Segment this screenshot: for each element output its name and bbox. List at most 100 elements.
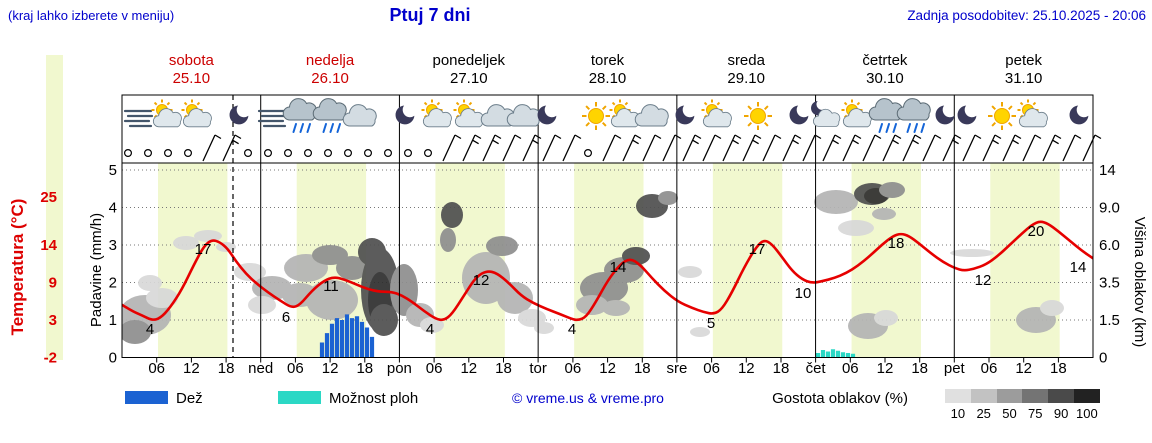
density-value: 75: [1028, 406, 1043, 421]
svg-text:2: 2: [109, 275, 117, 292]
svg-text:18: 18: [1050, 360, 1067, 377]
svg-text:18: 18: [773, 360, 790, 377]
partly-weather-icon: [453, 99, 484, 128]
wind-barb-icon: [462, 134, 476, 162]
svg-text:5: 5: [109, 162, 117, 179]
calm-wind-icon: [144, 149, 153, 158]
cloud-cover-shading: [122, 182, 1064, 344]
fog-weather-icon: [257, 109, 288, 128]
svg-text:12: 12: [473, 272, 490, 289]
moon-weather-icon: [229, 105, 249, 125]
moon-weather-icon: [789, 105, 809, 125]
svg-text:4: 4: [109, 200, 117, 217]
wind-barb-icon: [642, 134, 656, 162]
partly-weather-icon: [151, 99, 182, 128]
svg-text:5: 5: [707, 315, 715, 332]
day-header-četrtek: četrtek 30.10: [820, 52, 950, 88]
svg-text:4: 4: [568, 321, 576, 338]
wind-barbs-row: [123, 134, 1102, 162]
wind-barb-icon: [882, 134, 896, 162]
cloud-density-legend-label: Gostota oblakov (%): [772, 390, 908, 407]
svg-text:12: 12: [975, 272, 992, 289]
sunny-weather-icon: [744, 102, 772, 130]
partly-weather-icon: [609, 99, 640, 128]
moon-weather-icon: [537, 105, 557, 125]
calm-wind-icon: [184, 149, 193, 158]
svg-text:čet: čet: [806, 360, 827, 377]
svg-text:06: 06: [842, 360, 859, 377]
weather-icons-row: [123, 98, 1089, 133]
wind-barb-icon: [862, 134, 876, 162]
density-swatch: [1073, 389, 1100, 403]
precipitation-axis-title: Padavine (mm/h): [88, 212, 105, 328]
moon-weather-icon: [675, 105, 695, 125]
svg-text:10: 10: [795, 285, 812, 302]
wind-barb-icon: [742, 134, 756, 162]
wind-barb-icon: [482, 134, 496, 162]
svg-text:06: 06: [287, 360, 304, 377]
fog-weather-icon: [123, 109, 154, 128]
wind-barb-icon: [1082, 134, 1096, 162]
svg-text:pet: pet: [944, 360, 966, 377]
wind-barb-icon: [522, 134, 536, 162]
svg-text:3: 3: [49, 312, 57, 329]
wind-barb-icon: [502, 134, 516, 162]
svg-text:18: 18: [634, 360, 651, 377]
wind-barb-icon: [602, 134, 616, 162]
calm-wind-icon: [164, 149, 173, 158]
svg-text:3: 3: [109, 237, 117, 254]
mooncloud-weather-icon: [811, 101, 841, 127]
copyright-link[interactable]: © vreme.us & vreme.pro: [512, 390, 664, 406]
sunny-weather-icon: [988, 102, 1016, 130]
wind-barb-icon: [622, 134, 636, 162]
rain-weather-icon: [282, 98, 317, 133]
svg-text:3.5: 3.5: [1099, 275, 1120, 292]
svg-text:9: 9: [49, 275, 57, 292]
calm-wind-icon: [264, 149, 273, 158]
density-value: 100: [1076, 406, 1098, 421]
svg-text:18: 18: [218, 360, 235, 377]
svg-text:14: 14: [610, 259, 627, 276]
cloud-height-axis-title: Višina oblakov (km): [1131, 216, 1148, 348]
calm-wind-icon: [284, 149, 293, 158]
day-name: četrtek: [862, 52, 908, 69]
day-date: 30.10: [866, 70, 904, 87]
svg-text:9.0: 9.0: [1099, 200, 1120, 217]
day-header-torek: torek 28.10: [543, 52, 673, 88]
svg-text:sre: sre: [666, 360, 687, 377]
svg-text:14: 14: [1099, 162, 1116, 179]
moon-weather-icon: [395, 105, 415, 125]
temperature-axis-title: Temperatura (°C): [8, 198, 27, 336]
calm-wind-icon: [123, 149, 132, 158]
day-header-nedelja: nedelja 26.10: [265, 52, 395, 88]
page-title: Ptuj 7 dni: [389, 5, 471, 25]
svg-text:06: 06: [981, 360, 998, 377]
svg-text:17: 17: [195, 241, 212, 258]
svg-text:17: 17: [749, 241, 766, 258]
wind-barb-icon: [722, 134, 736, 162]
svg-text:18: 18: [495, 360, 512, 377]
day-date: 31.10: [1004, 70, 1043, 87]
day-header-petek: petek 31.10: [959, 52, 1089, 88]
calm-wind-icon: [304, 149, 313, 158]
wind-barb-icon: [202, 134, 216, 162]
svg-text:11: 11: [323, 278, 339, 295]
wind-barb-icon: [982, 134, 996, 162]
svg-text:0: 0: [109, 350, 117, 367]
wind-barb-icon: [222, 134, 236, 162]
partly-weather-icon: [701, 99, 732, 128]
svg-text:25: 25: [40, 189, 57, 206]
svg-text:12: 12: [460, 360, 477, 377]
cloud-weather-icon: [634, 104, 669, 127]
rain-bars: [319, 314, 375, 357]
density-value: 25: [976, 406, 991, 421]
moon-weather-icon: [957, 105, 977, 125]
wind-barb-icon: [682, 134, 696, 162]
rain-legend-swatch: [125, 391, 168, 404]
wind-barb-icon: [822, 134, 836, 162]
day-date: 29.10: [727, 70, 765, 87]
day-name: nedelja: [305, 52, 355, 69]
calm-wind-icon: [404, 149, 413, 158]
day-name: petek: [1005, 52, 1042, 69]
